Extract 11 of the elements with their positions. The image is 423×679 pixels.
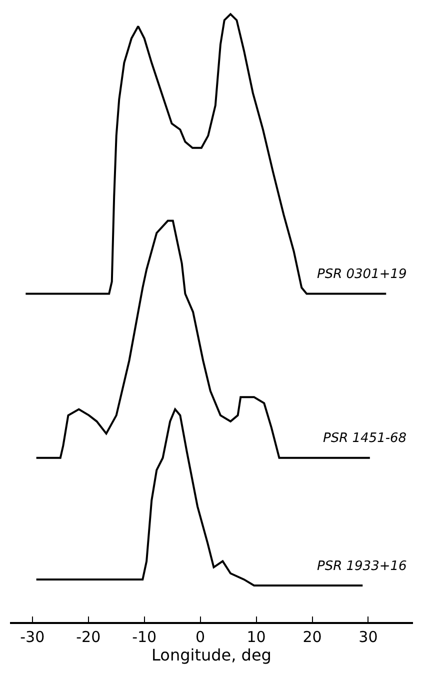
- x-tick-label: -20: [76, 628, 101, 646]
- x-axis-title: Longitude, deg: [152, 646, 272, 665]
- series-label: PSR 1451-68: [323, 431, 407, 446]
- series-label: PSR 1933+16: [317, 559, 407, 574]
- series-label: PSR 0301+19: [317, 267, 407, 282]
- x-tick-label: 30: [358, 628, 378, 646]
- x-tick-label: -30: [20, 628, 45, 646]
- x-tick-label: 20: [302, 628, 322, 646]
- x-tick-label: 10: [246, 628, 266, 646]
- x-tick-label: -10: [132, 628, 157, 646]
- x-tick-label: 0: [196, 628, 206, 646]
